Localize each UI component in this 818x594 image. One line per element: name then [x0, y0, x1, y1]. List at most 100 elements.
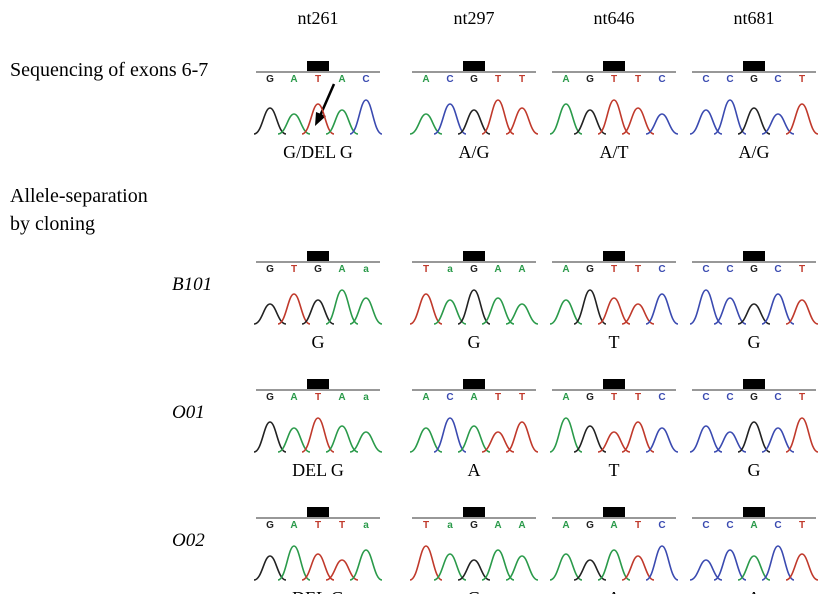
trace-peak	[786, 554, 818, 580]
base-call: C	[774, 392, 781, 403]
trace-peak	[434, 554, 466, 580]
trace-peak	[574, 426, 606, 452]
base-call: A	[750, 520, 757, 531]
allele-call: A	[468, 460, 481, 480]
base-box	[743, 251, 765, 261]
trace-peak	[622, 422, 654, 452]
trace-peak	[326, 426, 358, 452]
base-call: T	[495, 392, 501, 403]
base-call: A	[422, 74, 429, 85]
trace-peak	[598, 550, 630, 580]
allele-call: G	[312, 332, 325, 352]
trace-peak	[550, 418, 582, 452]
base-box	[463, 379, 485, 389]
base-call: G	[470, 520, 478, 531]
trace-peak	[278, 294, 310, 324]
trace-peak	[786, 300, 818, 324]
base-call: C	[446, 392, 453, 403]
allele-call: DEL G	[292, 460, 344, 480]
base-call: T	[635, 264, 641, 275]
trace-peak	[278, 546, 310, 580]
trace-peak	[434, 418, 466, 452]
base-call: A	[562, 392, 569, 403]
trace-peak	[574, 290, 606, 324]
column-header: nt297	[453, 8, 494, 28]
figure: Sequencing of exons 6-7 Allele-separatio…	[0, 0, 818, 594]
allele-call: G/DEL G	[283, 142, 353, 162]
trace-peak	[302, 554, 334, 580]
base-call: T	[635, 74, 641, 85]
base-call: C	[446, 74, 453, 85]
base-box	[603, 251, 625, 261]
trace-peak	[786, 418, 818, 452]
base-call: T	[799, 264, 805, 275]
base-box	[743, 379, 765, 389]
base-call: C	[726, 74, 733, 85]
allele-call: A/G	[739, 142, 770, 162]
base-call: G	[586, 264, 594, 275]
trace-peak	[738, 422, 770, 452]
allele-call: G	[468, 332, 481, 352]
allele-call: A/T	[600, 142, 629, 162]
trace-peak	[350, 432, 382, 452]
base-call: G	[750, 74, 758, 85]
base-box	[307, 61, 329, 71]
trace-peak	[786, 104, 818, 134]
base-call: A	[562, 264, 569, 275]
base-call: A	[562, 520, 569, 531]
base-call: C	[702, 264, 709, 275]
trace-peak	[646, 546, 678, 580]
base-call: C	[726, 392, 733, 403]
allele-call: DEL G	[292, 588, 344, 594]
trace-peak	[482, 100, 514, 134]
base-call: G	[314, 264, 322, 275]
base-box	[603, 507, 625, 517]
base-call: C	[658, 392, 665, 403]
base-call: A	[610, 520, 617, 531]
trace-peak	[482, 298, 514, 324]
base-call: G	[266, 264, 274, 275]
trace-peak	[738, 108, 770, 134]
section-label: by cloning	[10, 213, 95, 235]
trace-peak	[350, 100, 382, 134]
row-label: B101	[172, 274, 212, 295]
allele-call: T	[609, 460, 620, 480]
base-call: G	[586, 520, 594, 531]
row-label: O02	[172, 530, 205, 551]
base-call: G	[586, 74, 594, 85]
trace-peak	[506, 108, 538, 134]
base-call: G	[266, 74, 274, 85]
base-box	[307, 507, 329, 517]
base-call: C	[774, 264, 781, 275]
base-box	[743, 507, 765, 517]
trace-peak	[254, 422, 286, 452]
trace-peak	[326, 290, 358, 324]
trace-peak	[550, 554, 582, 580]
base-call: T	[423, 264, 429, 275]
base-call: A	[338, 392, 345, 403]
base-call: T	[519, 74, 525, 85]
trace-peak	[690, 290, 722, 324]
base-box	[463, 507, 485, 517]
base-call: C	[702, 392, 709, 403]
base-call: T	[611, 392, 617, 403]
base-call: A	[290, 520, 297, 531]
trace-peak	[458, 290, 490, 324]
section-label: Sequencing of exons 6-7	[10, 59, 208, 81]
base-call: a	[363, 392, 369, 403]
base-call: A	[290, 392, 297, 403]
base-call: G	[470, 264, 478, 275]
arrow	[315, 84, 334, 126]
base-call: A	[494, 520, 501, 531]
base-call: A	[518, 264, 525, 275]
trace-peak	[646, 114, 678, 134]
base-call: C	[702, 520, 709, 531]
base-call: T	[423, 520, 429, 531]
trace-peak	[350, 550, 382, 580]
base-call: C	[726, 264, 733, 275]
trace-peak	[302, 418, 334, 452]
base-box	[743, 61, 765, 71]
base-call: A	[470, 392, 477, 403]
trace-peak	[506, 304, 538, 324]
trace-peak	[714, 100, 746, 134]
